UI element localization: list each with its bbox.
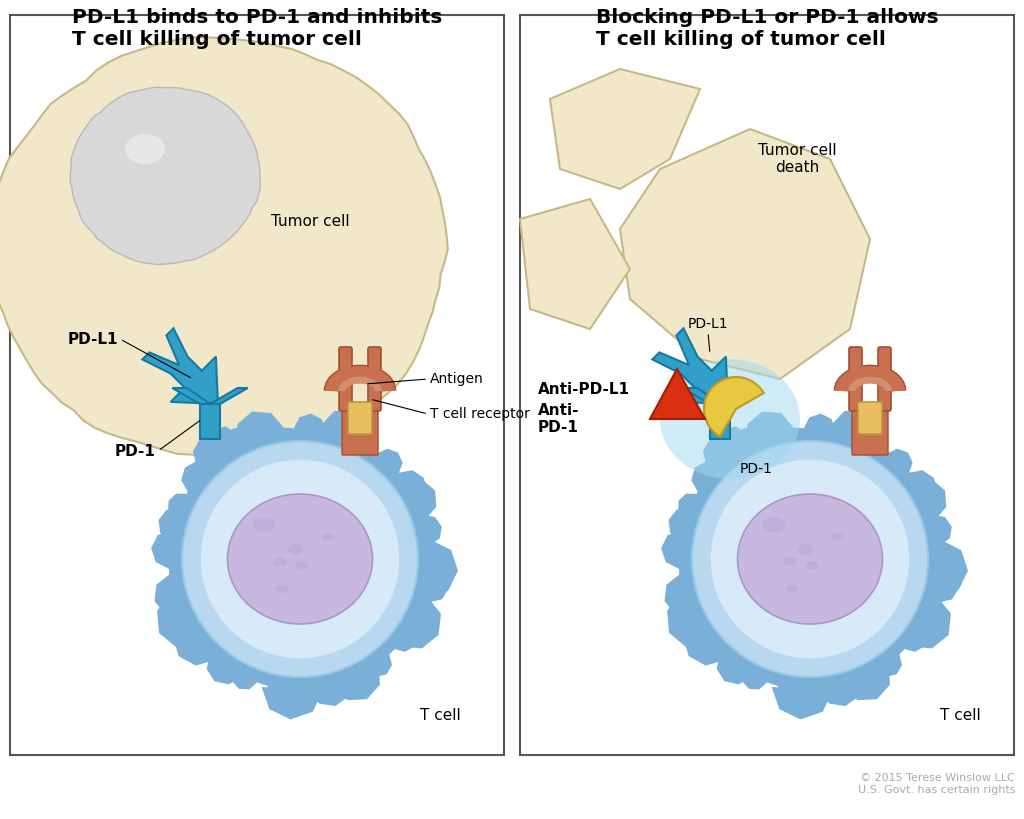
Polygon shape (172, 388, 210, 404)
Ellipse shape (125, 134, 165, 164)
Polygon shape (550, 69, 700, 189)
Polygon shape (652, 328, 728, 404)
Polygon shape (152, 410, 458, 719)
Ellipse shape (806, 561, 818, 570)
Polygon shape (0, 38, 447, 459)
Ellipse shape (296, 561, 308, 570)
Ellipse shape (831, 533, 844, 541)
Bar (10, 15, 504, 755)
Polygon shape (662, 410, 968, 719)
Text: © 2015 Terese Winslow LLC
U.S. Govt. has certain rights: © 2015 Terese Winslow LLC U.S. Govt. has… (857, 773, 1015, 794)
Text: Tumor cell: Tumor cell (270, 214, 349, 229)
Ellipse shape (798, 544, 813, 554)
Ellipse shape (253, 518, 275, 532)
Ellipse shape (322, 533, 334, 541)
Text: T cell receptor: T cell receptor (430, 407, 529, 421)
Ellipse shape (275, 585, 289, 593)
FancyBboxPatch shape (852, 408, 888, 455)
Text: PD-L1: PD-L1 (688, 317, 728, 331)
Ellipse shape (660, 359, 800, 479)
Polygon shape (710, 404, 730, 439)
Polygon shape (650, 369, 705, 419)
Text: Antigen: Antigen (430, 372, 483, 386)
Polygon shape (210, 388, 248, 404)
Ellipse shape (783, 557, 797, 566)
Polygon shape (720, 388, 758, 404)
Ellipse shape (763, 518, 785, 532)
FancyBboxPatch shape (849, 347, 862, 411)
FancyBboxPatch shape (368, 347, 381, 411)
Circle shape (200, 459, 400, 659)
FancyBboxPatch shape (858, 402, 882, 434)
Text: PD-1: PD-1 (740, 462, 773, 476)
Text: Tumor cell
death: Tumor cell death (758, 143, 837, 175)
Ellipse shape (785, 585, 799, 593)
Polygon shape (70, 87, 260, 265)
Ellipse shape (273, 557, 287, 566)
Text: PD-1: PD-1 (114, 444, 155, 459)
FancyBboxPatch shape (348, 402, 372, 434)
Ellipse shape (737, 494, 883, 624)
Text: Anti-
PD-1: Anti- PD-1 (538, 403, 580, 435)
FancyBboxPatch shape (342, 408, 378, 455)
Polygon shape (520, 199, 630, 329)
Circle shape (182, 441, 418, 677)
Circle shape (692, 441, 928, 677)
Ellipse shape (227, 494, 373, 624)
Text: T cell: T cell (940, 708, 981, 723)
Polygon shape (620, 129, 870, 379)
Ellipse shape (288, 544, 303, 554)
Text: PD-L1: PD-L1 (68, 332, 118, 346)
Circle shape (710, 459, 910, 659)
Bar (520, 15, 1014, 755)
Polygon shape (682, 388, 720, 404)
Polygon shape (142, 328, 218, 404)
Polygon shape (200, 404, 220, 439)
Wedge shape (705, 377, 764, 437)
FancyBboxPatch shape (339, 347, 352, 411)
Text: T cell: T cell (420, 708, 461, 723)
FancyBboxPatch shape (878, 347, 891, 411)
Text: Anti-PD-L1: Anti-PD-L1 (538, 382, 630, 396)
Text: Blocking PD-L1 or PD-1 allows
T cell killing of tumor cell: Blocking PD-L1 or PD-1 allows T cell kil… (596, 8, 938, 49)
Text: PD-L1 binds to PD-1 and inhibits
T cell killing of tumor cell: PD-L1 binds to PD-1 and inhibits T cell … (72, 8, 442, 49)
